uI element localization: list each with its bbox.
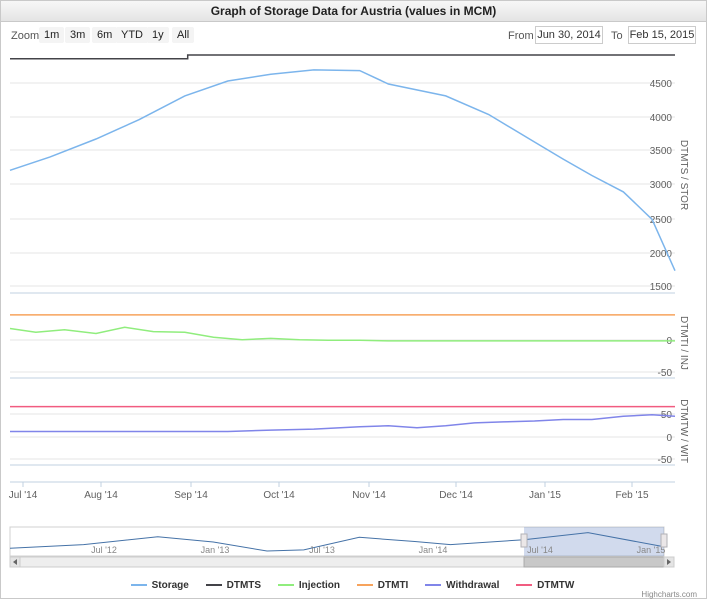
- range-to-label: To: [611, 30, 623, 42]
- navigator-tick-label: Jul '12: [91, 545, 117, 555]
- legend-item-injection[interactable]: Injection: [277, 579, 340, 591]
- pane-wit-tick-label: -50: [658, 455, 673, 466]
- navigator-series-line: [9, 532, 665, 552]
- legend-swatch-dtmts: [205, 584, 222, 586]
- x-tick-label: Feb '15: [615, 490, 648, 501]
- zoom-1m-button[interactable]: 1m: [39, 27, 65, 43]
- legend-swatch-withdrawal: [425, 584, 442, 586]
- range-from-input[interactable]: Jun 30, 2014: [535, 26, 603, 44]
- legend-label-storage: Storage: [151, 579, 189, 591]
- series-injection-line: [9, 326, 675, 342]
- legend-label-dtmts: DTMTS: [226, 579, 262, 591]
- chart-title-bar: Graph of Storage Data for Austria (value…: [0, 0, 707, 22]
- pane-wit-axis-title: DTMTW / WIT: [678, 399, 689, 463]
- legend-label-injection: Injection: [298, 579, 340, 591]
- pane-stor-axis-title: DTMTS / STOR: [678, 140, 689, 210]
- x-tick-label: Sep '14: [174, 490, 208, 501]
- navigator-handle-left: [520, 533, 528, 548]
- series-storage-line: [9, 69, 676, 272]
- series-withdrawal-line: [10, 414, 676, 433]
- zoom-6m-button[interactable]: 6m: [92, 27, 118, 43]
- x-tick-label: Oct '14: [263, 490, 295, 501]
- pane-wit-tick-label: 0: [666, 433, 672, 444]
- navigator-tick-label: Jan '13: [201, 545, 230, 555]
- pane-stor-tick-label: 3000: [650, 180, 673, 191]
- series-dtmts-line: [10, 54, 675, 60]
- chart-title: Graph of Storage Data for Austria (value…: [210, 4, 497, 18]
- chart-legend: Storage DTMTS Injection DTMTI Withdrawal…: [0, 578, 705, 592]
- pane-stor-tick-label: 2500: [650, 215, 673, 226]
- scrollbar-thumb: [523, 556, 665, 568]
- legend-swatch-injection: [277, 584, 294, 586]
- navigator-tick-label: Jan '14: [419, 545, 448, 555]
- pane-stor-tick-label: 4500: [650, 79, 673, 90]
- zoom-all-button[interactable]: All: [172, 27, 195, 43]
- legend-label-dtmtw: DTMTW: [537, 579, 575, 591]
- legend-label-withdrawal: Withdrawal: [446, 579, 500, 591]
- pane-stor-tick-label: 4000: [650, 113, 673, 124]
- pane-stor-tick-label: 2000: [650, 249, 673, 260]
- legend-swatch-storage: [130, 584, 147, 586]
- range-from-label: From: [508, 30, 534, 42]
- navigator-handle-right: [660, 533, 668, 548]
- legend-swatch-dtmti: [356, 584, 373, 586]
- scrollbar-left-arrow-icon: [13, 559, 17, 565]
- navigator-tick-label: Jul '13: [309, 545, 335, 555]
- zoom-1y-button[interactable]: 1y: [147, 27, 169, 43]
- zoom-ytd-button[interactable]: YTD: [116, 27, 148, 43]
- x-tick-label: Jan '15: [529, 490, 561, 501]
- x-tick-label: Nov '14: [352, 490, 386, 501]
- legend-item-dtmts[interactable]: DTMTS: [205, 579, 262, 591]
- x-tick-label: Dec '14: [439, 490, 473, 501]
- navigator-selection: [524, 527, 664, 556]
- legend-item-storage[interactable]: Storage: [130, 579, 189, 591]
- navigator-tick-label: Jul '14: [527, 545, 553, 555]
- x-tick-label: Jul '14: [9, 490, 38, 501]
- x-tick-label: Aug '14: [84, 490, 118, 501]
- pane-inj-tick-label: -50: [658, 368, 673, 379]
- legend-label-dtmti: DTMTI: [377, 579, 409, 591]
- scrollbar-right-arrow-icon: [667, 559, 671, 565]
- zoom-label: Zoom: [11, 30, 40, 42]
- legend-item-withdrawal[interactable]: Withdrawal: [425, 580, 499, 591]
- navigator-tick-label: Jan '15: [637, 545, 666, 555]
- credits-link[interactable]: Highcharts.com: [641, 590, 697, 599]
- legend-item-dtmtw[interactable]: DTMTW: [516, 580, 574, 591]
- zoom-3m-button[interactable]: 3m: [65, 27, 91, 43]
- pane-stor-tick-label: 3500: [650, 146, 673, 157]
- legend-item-dtmti[interactable]: DTMTI: [356, 579, 409, 591]
- pane-stor-tick-label: 1500: [650, 282, 673, 293]
- range-to-input[interactable]: Feb 15, 2015: [628, 26, 696, 44]
- legend-swatch-dtmtw: [516, 584, 533, 586]
- pane-inj-axis-title: DTMTI / INJ: [678, 316, 689, 370]
